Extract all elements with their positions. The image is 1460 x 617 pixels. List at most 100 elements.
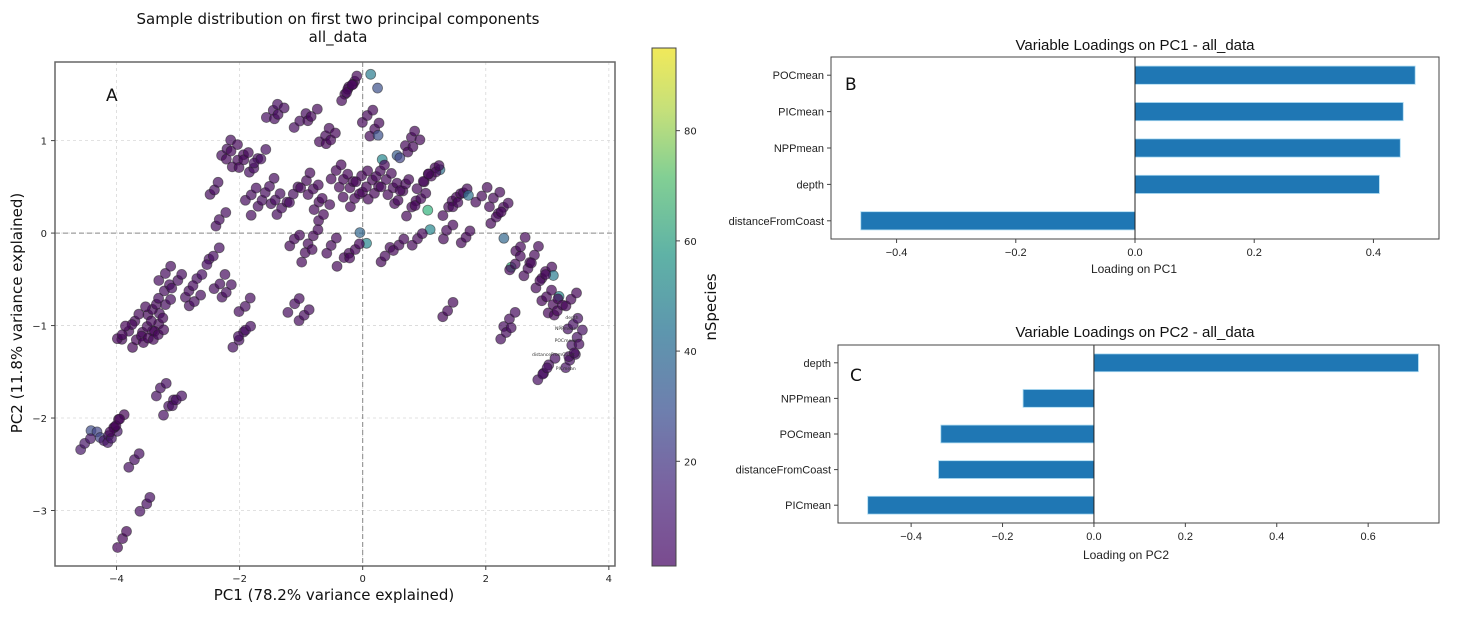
x-tick-label: 4 <box>606 574 612 585</box>
scatter-point <box>464 225 476 237</box>
x-tick-label: 0.2 <box>1247 247 1262 259</box>
scatter-point <box>423 168 434 180</box>
scatter-point <box>165 260 177 272</box>
scatter-point <box>354 227 366 239</box>
scatter-point <box>220 286 232 298</box>
colorbar-ticks: 20 40 60 80 <box>676 127 697 468</box>
scatter-point <box>414 134 426 146</box>
y-tick-label: PICmean <box>778 107 824 119</box>
y-tick-label: PICmean <box>785 500 831 512</box>
scatter-point <box>337 191 349 203</box>
loadings-pc1-panel: Variable Loadings on PC1 - all_data −0.4… <box>729 37 1440 276</box>
scatter-point <box>242 147 254 158</box>
y-tick-label: −3 <box>32 507 47 518</box>
scatter-point <box>293 293 305 304</box>
panel-label-b: B <box>845 75 857 95</box>
scatter-point <box>372 129 384 141</box>
scatter-point <box>201 259 213 270</box>
y-tick-label: distanceFromCoast <box>729 216 824 228</box>
scatter-point <box>346 79 358 91</box>
pc1-y-ticks: POCmean PICmean NPPmean depth distanceFromCo… <box>729 70 831 228</box>
y-tick-label: POCmean <box>773 70 824 82</box>
scatter-point <box>353 238 365 250</box>
scatter-point <box>379 159 390 171</box>
scatter-point <box>213 242 225 254</box>
scatter-point <box>509 258 521 270</box>
scatter-point <box>166 282 178 294</box>
scatter-point <box>158 409 169 421</box>
scatter-x-label: PC1 (78.2% variance explained) <box>214 586 454 604</box>
scatter-point <box>367 104 379 116</box>
scatter-point <box>133 448 145 460</box>
scatter-point <box>303 304 315 316</box>
scatter-point <box>417 175 429 187</box>
scatter-point <box>244 292 256 304</box>
y-tick-label: NPPmean <box>774 143 824 155</box>
scatter-point <box>407 141 419 153</box>
scatter-point <box>233 162 245 173</box>
scatter-point <box>330 232 342 244</box>
scatter-point <box>409 200 421 211</box>
bar-distanceFromCoast <box>938 460 1095 479</box>
scatter-point <box>195 289 207 301</box>
scatter-point <box>282 306 294 318</box>
scatter-point <box>409 125 421 137</box>
x-tick-label: 0.4 <box>1269 531 1284 543</box>
scatter-point <box>225 279 237 291</box>
scatter-point <box>433 160 445 171</box>
scatter-point <box>324 199 336 211</box>
scatter-point <box>541 362 553 374</box>
scatter-point <box>494 186 506 198</box>
scatter-point <box>188 296 200 307</box>
pc2-bars <box>867 345 1419 523</box>
x-tick-label: 2 <box>483 574 489 585</box>
bar-NPPmean <box>1134 138 1401 158</box>
y-tick-label: distanceFromCoast <box>736 465 831 477</box>
scatter-point <box>140 301 151 313</box>
scatter-point <box>306 244 318 255</box>
x-tick-label: 0.2 <box>1178 531 1193 543</box>
y-tick-label: 1 <box>41 137 47 148</box>
scatter-point <box>312 179 324 191</box>
scatter-point <box>571 287 582 299</box>
scatter-point <box>372 82 383 94</box>
scatter-point <box>392 195 404 206</box>
scatter-point <box>495 206 507 218</box>
scatter-point <box>398 233 410 245</box>
scatter-point <box>514 250 526 262</box>
bar-PICmean <box>867 495 1095 515</box>
x-tick-label: −0.4 <box>900 531 922 543</box>
colorbar-label: nSpecies <box>702 273 720 340</box>
scatter-point <box>312 224 324 236</box>
scatter-point <box>316 192 328 204</box>
pc1-x-ticks: −0.4 −0.2 0.0 0.2 0.4 <box>886 239 1381 259</box>
x-tick-label: −0.4 <box>886 247 908 259</box>
scatter-point <box>176 390 188 402</box>
scatter-point <box>214 278 226 290</box>
scatter-point <box>153 275 165 286</box>
scatter-point <box>549 352 561 364</box>
scatter-point <box>196 269 208 280</box>
scatter-point <box>572 312 584 324</box>
loading-annotation: POCmean <box>555 338 577 344</box>
scatter-point <box>515 241 526 253</box>
scatter-point <box>268 172 280 184</box>
scatter-point <box>386 168 397 179</box>
scatter-point <box>576 324 588 336</box>
scatter-point <box>375 181 387 193</box>
loading-annotation: distanceFromCoast <box>532 352 575 358</box>
scatter-point <box>239 300 251 312</box>
scatter-point <box>305 111 317 122</box>
scatter-point <box>220 153 232 165</box>
colorbar-tick-label: 40 <box>684 347 697 358</box>
scatter-point <box>158 324 170 336</box>
scatter-point <box>304 167 316 179</box>
colorbar-tick-label: 60 <box>684 237 697 248</box>
scatter-point <box>296 256 308 268</box>
bar-POCmean <box>940 424 1095 444</box>
scatter-point <box>245 320 256 332</box>
scatter-point <box>308 204 320 215</box>
scatter-point <box>476 190 488 202</box>
scatter-point <box>157 312 169 324</box>
scatter-point <box>540 269 552 280</box>
